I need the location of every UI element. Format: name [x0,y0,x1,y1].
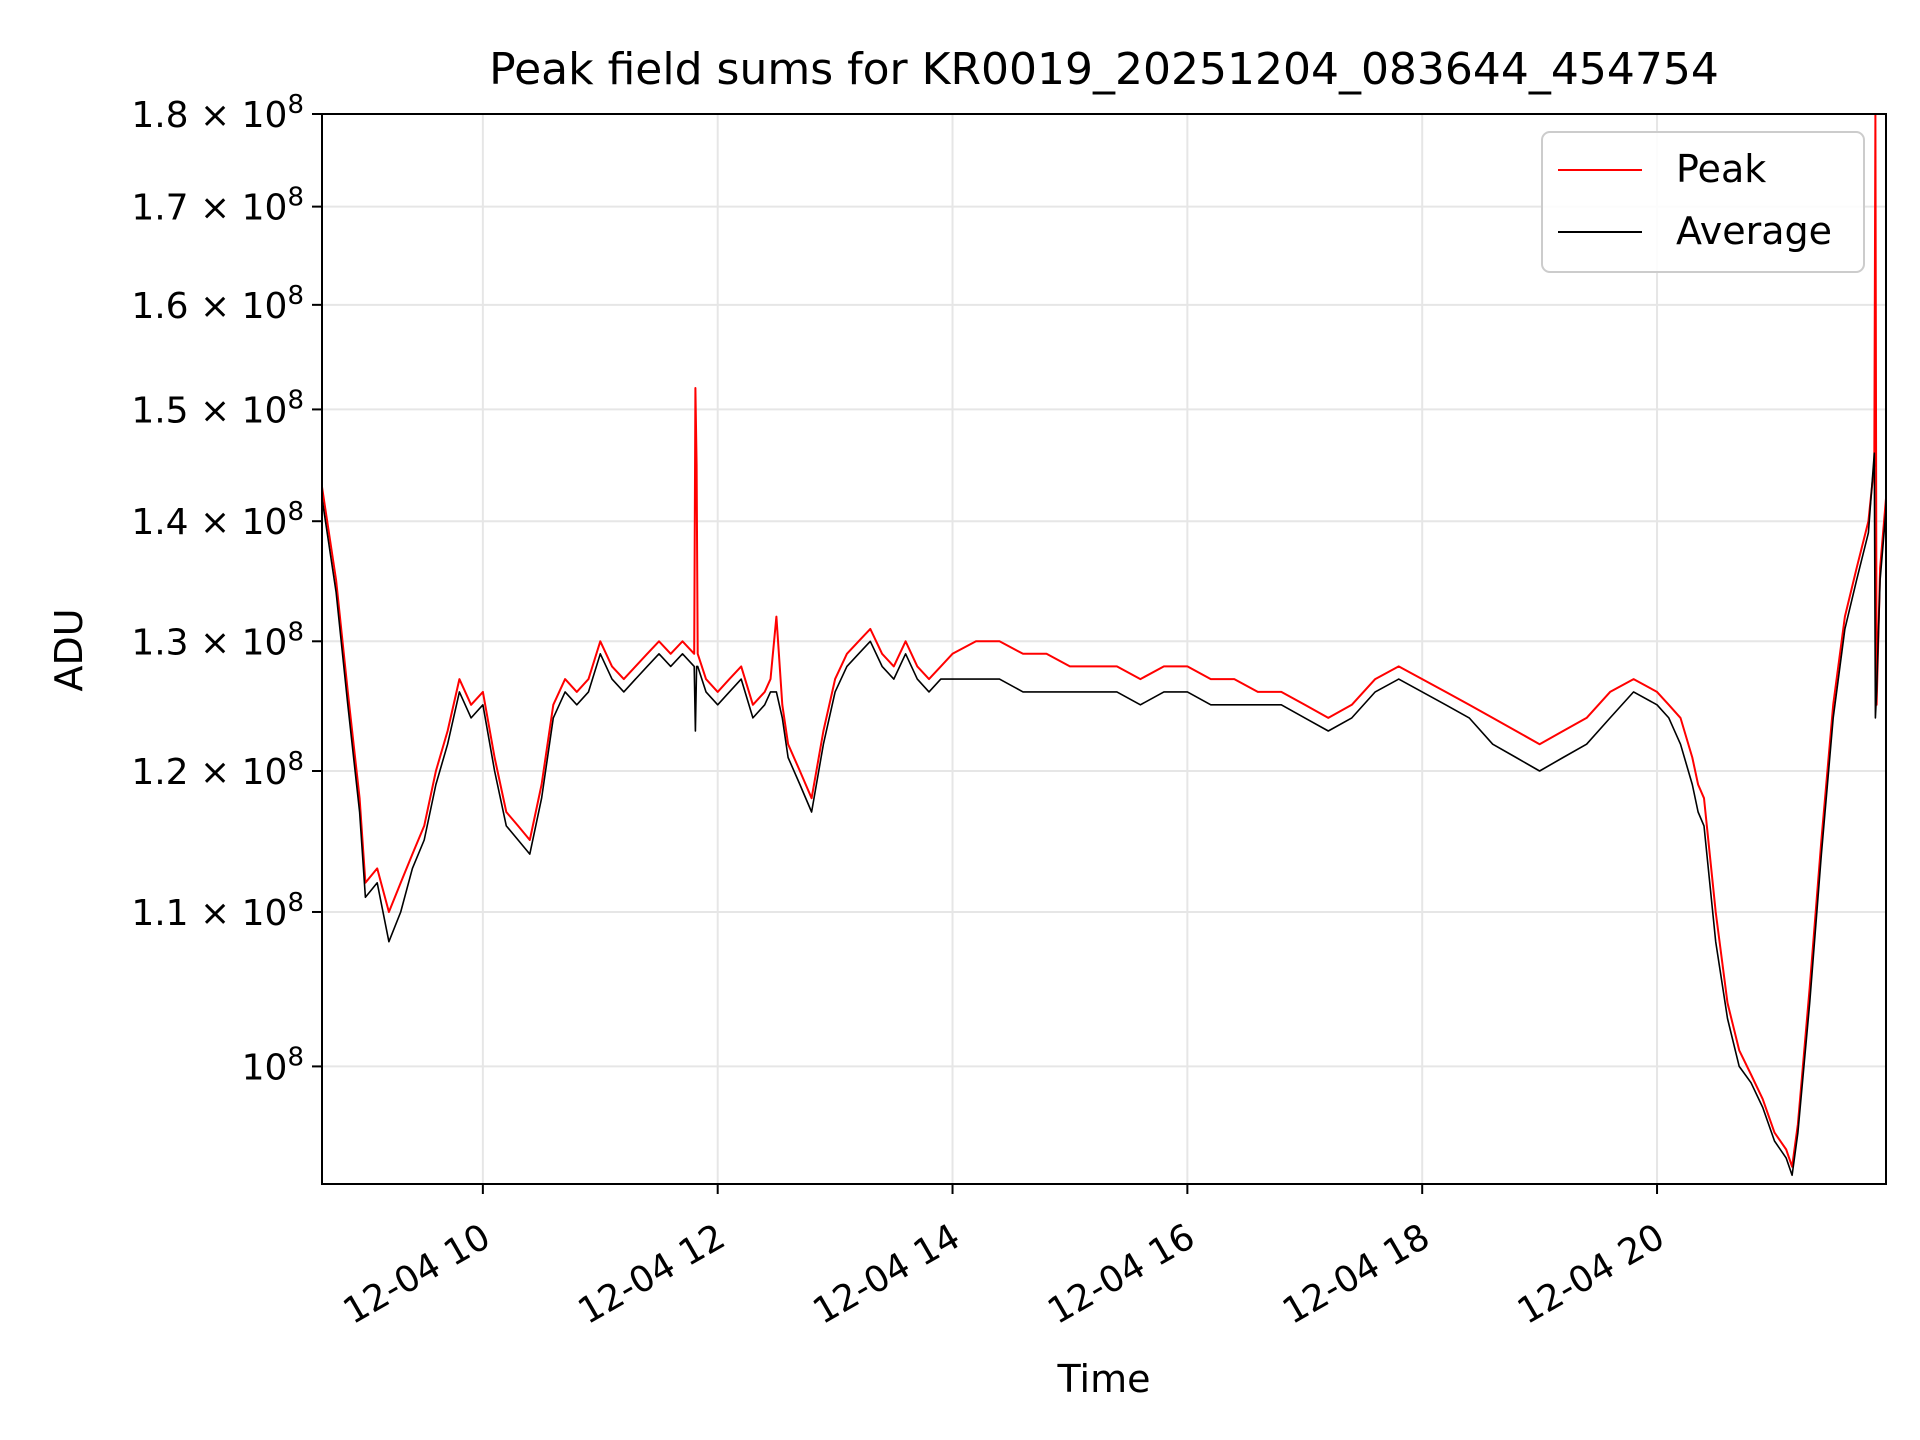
y-tick-label: 1.6 × 108 [131,281,304,327]
series-layer [321,113,1887,1177]
series-line-peak [321,113,1887,1168]
y-tick-label: 1.5 × 108 [131,385,304,431]
series-line-average [321,452,1887,1177]
y-tick-label: 1.8 × 108 [131,90,304,136]
y-tick-label: 1.1 × 108 [131,888,304,934]
y-axis-label: ADU [47,608,91,691]
x-axis-label: Time [1057,1357,1151,1401]
y-tick-label: 1.3 × 108 [131,617,304,663]
legend-box [1541,131,1865,273]
legend: Peak Average [1541,131,1865,273]
y-tick-label: 108 [242,1042,304,1088]
legend-label-peak: Peak [1676,147,1766,191]
y-tick-label: 1.2 × 108 [131,747,304,793]
legend-label-average: Average [1676,209,1832,253]
chart-title: Peak field sums for KR0019_20251204_0836… [489,44,1719,95]
y-tick-label: 1.7 × 108 [131,183,304,229]
y-tick-label: 1.4 × 108 [131,497,304,543]
plot-frame [321,113,1887,1185]
